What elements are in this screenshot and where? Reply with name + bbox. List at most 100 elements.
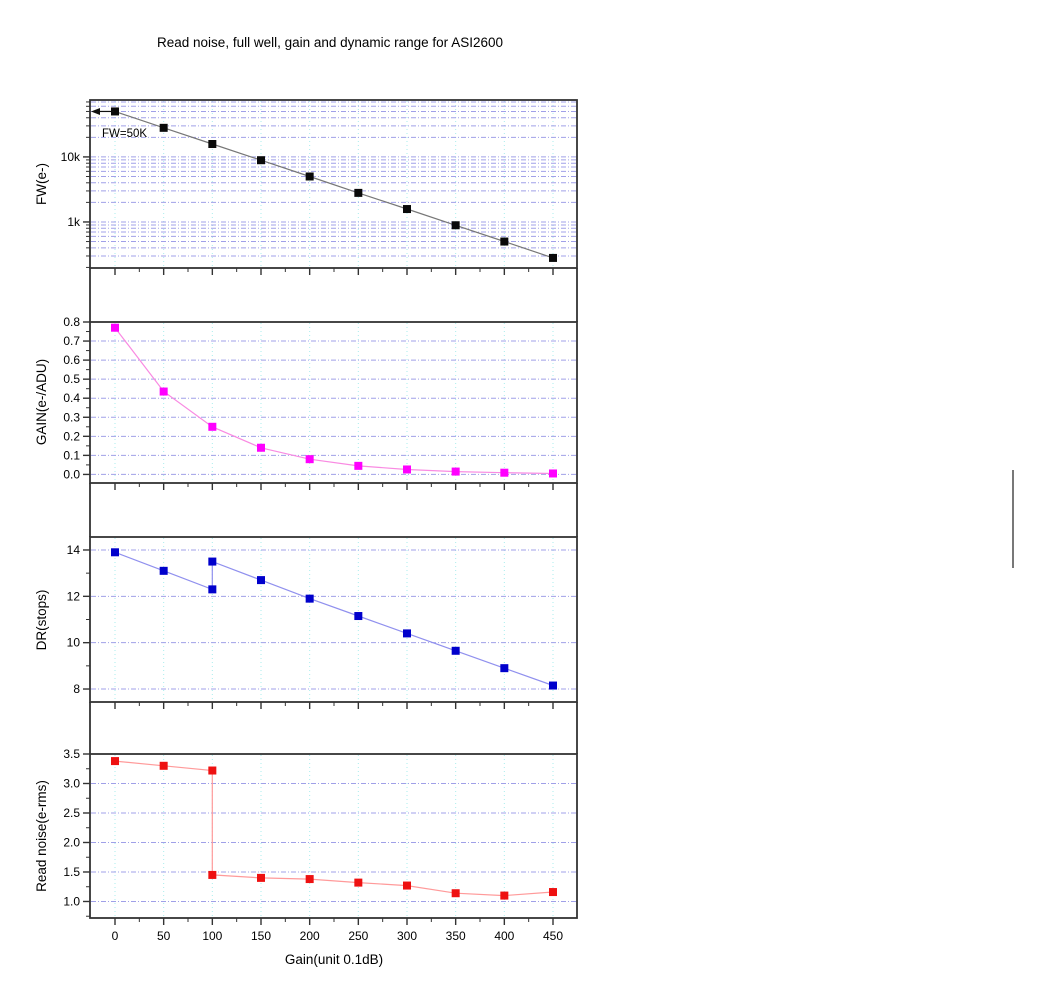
fw-annotation-label: FW=50K — [102, 128, 147, 140]
data-point-marker — [257, 443, 265, 452]
data-point-marker — [549, 469, 557, 478]
x-tick-labels: 0 50 100 150 200 250 300 350 400 450 — [112, 929, 564, 943]
data-point-marker — [159, 123, 168, 132]
data-point-marker — [354, 878, 363, 887]
x-tick-label: 50 — [157, 929, 171, 943]
y-tick-label: 0.8 — [63, 315, 80, 329]
data-point-marker — [159, 761, 168, 770]
y-tick-label: 1.0 — [63, 894, 80, 908]
data-point-marker — [500, 237, 509, 246]
data-point-marker — [159, 566, 168, 575]
data-point-marker — [354, 188, 363, 197]
x-tick-label: 350 — [446, 929, 466, 943]
series-line-full-well — [114, 110, 554, 259]
data-point-marker — [208, 766, 217, 775]
y-tick-label: 10 — [67, 636, 81, 650]
panel-full-well: 10k 1k — [61, 99, 578, 322]
y-tick-label: 0.6 — [63, 353, 80, 367]
data-point-marker — [305, 594, 314, 603]
x-axis-title: Gain(unit 0.1dB) — [285, 952, 383, 967]
data-point-marker — [257, 873, 265, 882]
grid-horizontal — [91, 340, 576, 475]
y-tick-label: 1k — [67, 215, 81, 229]
x-tick-label: 0 — [112, 929, 119, 943]
x-tick-label: 450 — [543, 929, 563, 943]
data-point-marker — [208, 139, 217, 148]
y-tick-label: 10k — [61, 150, 81, 164]
y-ticks: 10k 1k — [61, 101, 90, 268]
data-point-marker — [305, 172, 314, 181]
x-tick-label: 250 — [348, 929, 368, 943]
y-tick-label: 8 — [73, 682, 80, 696]
y-tick-label: 0.2 — [63, 429, 80, 443]
y-tick-label: 2.5 — [63, 806, 80, 820]
grid-horizontal — [91, 782, 576, 902]
panel-dynamic-range: 14 12 10 8 — [67, 536, 578, 754]
data-point-marker — [208, 422, 217, 431]
series-markers-dynamic-range — [111, 548, 557, 690]
x-tick-label: 400 — [494, 929, 514, 943]
data-point-marker — [403, 205, 411, 214]
data-point-marker — [500, 468, 509, 477]
data-point-marker — [305, 455, 314, 464]
series-markers-full-well — [111, 107, 557, 262]
y-axis-title-full-well: FW(e-) — [34, 163, 49, 205]
data-point-marker — [549, 888, 557, 897]
fw-annotation-arrowhead — [91, 107, 100, 115]
panel-read-noise: 3.5 3.0 2.5 2.0 1.5 1.0 — [63, 747, 578, 925]
x-tick-label: 300 — [397, 929, 417, 943]
data-point-marker — [208, 870, 217, 879]
grid-horizontal — [91, 549, 576, 690]
data-point-marker — [257, 156, 265, 165]
x-tick-label: 100 — [202, 929, 222, 943]
y-tick-label: 0.3 — [63, 410, 80, 424]
grid-horizontal — [91, 101, 576, 257]
data-point-marker — [208, 585, 217, 594]
series-markers-gain — [111, 323, 557, 478]
y-tick-label: 14 — [67, 543, 81, 557]
y-tick-label: 0.4 — [63, 391, 80, 405]
x-ticks — [114, 483, 554, 490]
data-point-marker — [111, 757, 119, 766]
data-point-marker — [500, 664, 509, 673]
x-ticks — [114, 702, 554, 709]
x-tick-label: 200 — [300, 929, 320, 943]
data-point-marker — [111, 323, 119, 332]
data-point-marker — [159, 387, 168, 396]
y-tick-label: 0.1 — [63, 448, 80, 462]
y-tick-label: 3.0 — [63, 776, 80, 790]
data-point-marker — [403, 881, 411, 890]
data-point-marker — [354, 612, 363, 621]
data-point-marker — [500, 891, 509, 900]
data-point-marker — [451, 467, 460, 476]
data-point-marker — [451, 221, 460, 230]
y-tick-label: 12 — [67, 589, 81, 603]
y-axis-title-read-noise: Read noise(e-rms) — [34, 780, 49, 892]
y-axis-title-dynamic-range: DR(stops) — [34, 590, 49, 651]
y-ticks: 14 12 10 8 — [67, 543, 90, 696]
data-point-marker — [451, 889, 460, 898]
y-ticks: 0.8 0.7 0.6 0.5 0.4 0.3 0.2 0.1 0.0 — [63, 315, 90, 481]
y-tick-label: 0.0 — [63, 467, 80, 481]
data-point-marker — [354, 461, 363, 470]
y-tick-label: 2.0 — [63, 835, 80, 849]
data-point-marker — [403, 465, 411, 474]
y-ticks: 3.5 3.0 2.5 2.0 1.5 1.0 — [63, 747, 90, 917]
data-point-marker — [549, 681, 557, 690]
data-point-marker — [403, 629, 411, 638]
chart-panels: 10k 1k 0.8 0.7 0.6 0.5 0.4 0.3 0.2 0.1 0.0 14 12 10 8 3… — [61, 99, 578, 943]
data-point-marker — [111, 107, 119, 116]
data-point-marker — [208, 557, 217, 566]
y-tick-label: 0.5 — [63, 372, 80, 386]
data-point-marker — [305, 875, 314, 884]
y-axis-title-gain: GAIN(e-/ADU) — [34, 359, 49, 445]
x-ticks — [114, 268, 554, 275]
series-markers-read-noise — [111, 757, 557, 900]
data-point-marker — [549, 253, 557, 262]
chart-title: Read noise, full well, gain and dynamic … — [157, 35, 503, 50]
x-ticks — [114, 918, 554, 925]
y-tick-label: 0.7 — [63, 334, 80, 348]
